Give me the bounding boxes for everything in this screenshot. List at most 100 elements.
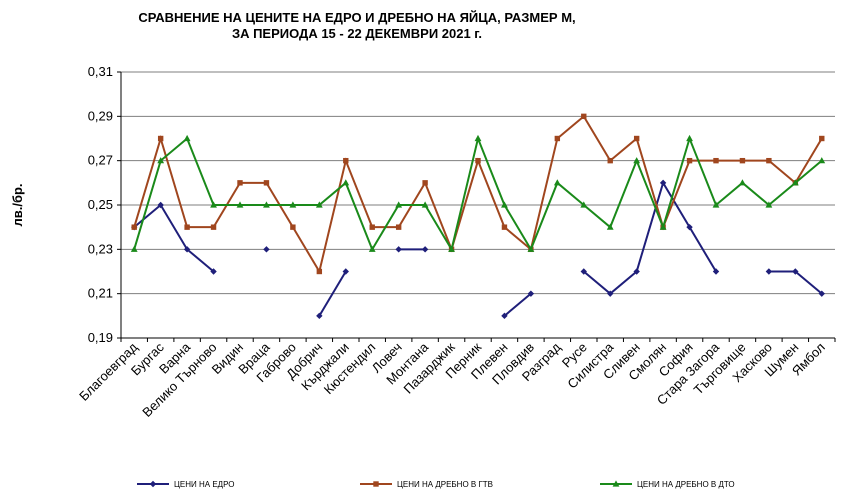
- data-point: [606, 223, 614, 230]
- y-ticks: 0,19 0,21 0,23 0,25 0,27 0,29 0,31: [88, 64, 121, 345]
- data-point: [607, 157, 613, 164]
- data-point: [210, 268, 217, 275]
- data-point: [342, 179, 350, 186]
- data-point: [421, 246, 429, 253]
- data-point: [342, 268, 349, 275]
- series-line: [583, 180, 717, 295]
- data-point: [659, 179, 667, 187]
- data-point: [290, 224, 296, 230]
- data-point: [236, 201, 244, 208]
- data-point: [343, 157, 349, 164]
- legend-item-1: ЦЕНИ НА ЕДРО: [137, 480, 234, 489]
- data-point: [633, 135, 640, 142]
- data-point: [553, 179, 561, 186]
- legend-item-3: ЦЕНИ НА ДРЕБНО В ДТО: [600, 480, 735, 489]
- data-point: [686, 157, 693, 164]
- data-point: [633, 157, 641, 164]
- data-point: [316, 312, 323, 320]
- y-tick-label: 0,25: [88, 197, 113, 212]
- data-point: [369, 224, 375, 230]
- series-line: [133, 203, 215, 273]
- y-axis-label: лв./бр.: [10, 183, 25, 226]
- data-point: [130, 245, 138, 252]
- data-point: [554, 135, 561, 142]
- data-point: [157, 201, 164, 209]
- series-line: [318, 270, 347, 317]
- data-point: [765, 201, 773, 208]
- data-point: [157, 157, 165, 164]
- data-point: [501, 312, 508, 320]
- data-point: [395, 201, 403, 208]
- y-tick-label: 0,29: [88, 108, 113, 123]
- data-point: [633, 268, 640, 275]
- data-point: [183, 134, 191, 142]
- legend-label: ЦЕНИ НА ЕДРО: [174, 480, 234, 489]
- legend-label: ЦЕНИ НА ДРЕБНО В ГТВ: [397, 480, 493, 489]
- data-point: [686, 134, 693, 142]
- chart-title-line2: ЗА ПЕРИОДА 15 - 22 ДЕКЕМВРИ 2021 г.: [232, 26, 482, 41]
- data-point: [818, 157, 826, 164]
- data-point: [448, 245, 455, 252]
- series-3: [130, 134, 826, 252]
- data-point: [263, 201, 270, 208]
- data-point: [659, 223, 667, 230]
- data-point: [475, 157, 481, 164]
- series-line: [133, 135, 823, 252]
- data-point: [819, 135, 825, 142]
- data-point: [368, 245, 376, 252]
- data-point: [527, 245, 535, 252]
- y-tick-label: 0,19: [88, 330, 113, 345]
- data-point: [210, 201, 217, 208]
- data-point: [766, 157, 772, 164]
- series-line: [503, 292, 532, 317]
- data-point: [527, 290, 535, 297]
- data-point: [580, 268, 587, 275]
- legend: ЦЕНИ НА ЕДРО ЦЕНИ НА ДРЕБНО В ГТВ ЦЕНИ НА …: [137, 480, 735, 489]
- data-point: [712, 201, 720, 208]
- legend-marker: [612, 480, 620, 487]
- data-point: [395, 246, 402, 253]
- series-1: [131, 179, 825, 320]
- data-point: [501, 224, 508, 230]
- y-tick-label: 0,21: [88, 286, 113, 301]
- data-point: [765, 268, 773, 275]
- data-point: [421, 201, 429, 208]
- data-point: [131, 224, 137, 230]
- data-point: [183, 246, 191, 253]
- data-point: [210, 224, 217, 230]
- legend-item-2: ЦЕНИ НА ДРЕБНО В ГТВ: [360, 480, 493, 489]
- y-tick-label: 0,31: [88, 64, 113, 79]
- data-point: [501, 201, 508, 208]
- data-point: [395, 224, 402, 230]
- data-point: [263, 246, 270, 253]
- y-tick-label: 0,23: [88, 241, 113, 256]
- data-point: [237, 180, 243, 186]
- data-point: [289, 201, 297, 208]
- legend-marker: [373, 481, 379, 487]
- data-point: [713, 157, 719, 164]
- data-point: [818, 290, 825, 297]
- data-point: [739, 157, 746, 164]
- chart-title-line1: СРАВНЕНИЕ НА ЦЕНИТЕ НА ЕДРО И ДРЕБНО НА …: [138, 10, 575, 25]
- y-tick-label: 0,27: [88, 153, 113, 168]
- data-point: [474, 134, 482, 142]
- data-point: [581, 113, 587, 120]
- data-point: [184, 224, 190, 230]
- data-point: [712, 268, 720, 275]
- data-point: [686, 223, 693, 231]
- data-point: [316, 268, 323, 275]
- data-point: [580, 201, 588, 208]
- data-point: [157, 135, 164, 142]
- legend-marker: [149, 480, 157, 488]
- data-point: [422, 180, 428, 186]
- data-point: [607, 290, 614, 297]
- data-point: [263, 180, 270, 186]
- data-point: [792, 268, 799, 275]
- legend-label: ЦЕНИ НА ДРЕБНО В ДТО: [637, 480, 735, 489]
- data-point: [739, 179, 746, 186]
- series-line: [768, 270, 823, 295]
- data-point: [315, 201, 323, 208]
- data-point: [791, 179, 799, 186]
